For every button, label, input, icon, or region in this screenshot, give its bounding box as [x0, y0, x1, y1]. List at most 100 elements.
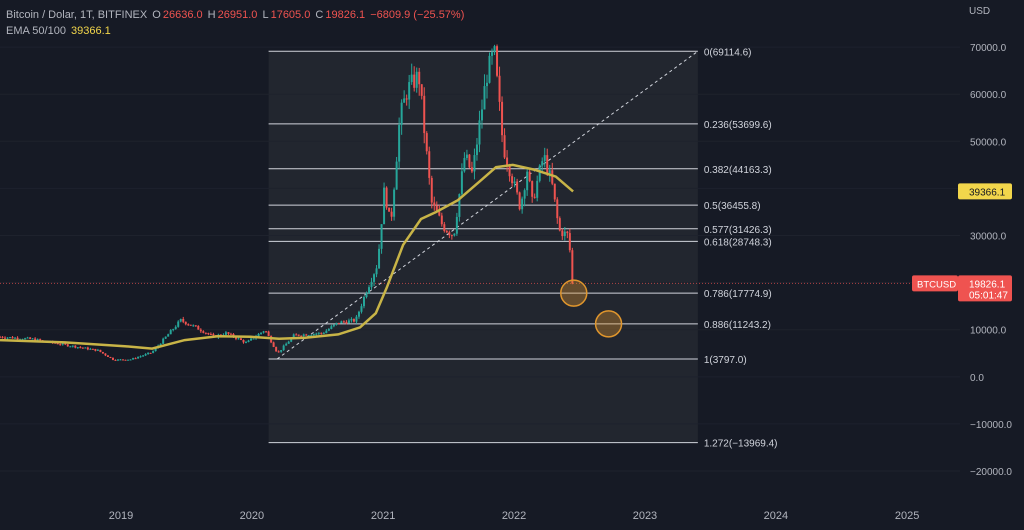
y-tick-label: 50000.0 [970, 137, 1007, 148]
ema-price-tag-text: 39366.1 [969, 187, 1006, 198]
target-circle [560, 279, 588, 307]
candle-body [29, 337, 32, 339]
candle-body [275, 346, 278, 352]
candle-body [64, 343, 67, 345]
candle-body [350, 319, 353, 321]
candle-body [116, 359, 119, 361]
y-tick-label: 0.0 [970, 373, 984, 384]
candle-body [159, 343, 162, 346]
candle-body [265, 331, 268, 333]
candle-body [104, 353, 107, 356]
candle-body [295, 334, 298, 336]
candle-body [212, 334, 215, 336]
candle-body [325, 330, 328, 334]
candle-body [501, 101, 504, 136]
candle-body [352, 319, 355, 322]
candle-body [428, 151, 431, 178]
candle-body [0, 336, 1, 338]
candle-body [362, 297, 365, 307]
fib-level-label: 0.5(36455.8) [704, 201, 761, 212]
candle-body [480, 109, 483, 121]
candle-body [561, 230, 564, 237]
candle-body [111, 357, 114, 360]
candle-body [511, 176, 514, 184]
low-value: 17605.0 [270, 9, 311, 21]
candle-body [292, 334, 295, 339]
candle-body [167, 334, 170, 337]
y-tick-label: 30000.0 [970, 232, 1007, 243]
x-tick-label: 2020 [240, 510, 264, 522]
candle-body [513, 181, 516, 184]
candle-body [84, 347, 87, 349]
candle-body [272, 342, 275, 347]
fib-level-label: 0.577(31426.3) [704, 225, 772, 236]
candle-body [415, 71, 418, 88]
currency-label: USD [969, 6, 991, 17]
fib-level-label: 0(69114.6) [704, 47, 752, 58]
candle-body [443, 224, 446, 232]
candle-body [395, 161, 398, 190]
candle-body [536, 180, 539, 198]
candle-body [468, 154, 471, 168]
candle-body [485, 82, 488, 87]
x-tick-label: 2024 [764, 510, 788, 522]
ema-label: EMA 50/100 [6, 25, 66, 37]
candle-body [388, 207, 391, 212]
candle-body [425, 133, 428, 152]
candle-body [320, 332, 323, 334]
candle-body [496, 46, 499, 76]
candle-body [66, 344, 69, 347]
countdown-text: 05:01:47 [969, 290, 1008, 301]
candle-body [162, 338, 165, 344]
candle-body [290, 338, 293, 342]
candle-body [453, 233, 456, 236]
candle-body [199, 329, 202, 332]
candle-body [508, 165, 511, 177]
candle-body [553, 183, 556, 200]
candle-body [390, 211, 393, 217]
candle-body [558, 218, 561, 231]
candle-body [139, 356, 142, 358]
candle-body [34, 338, 37, 341]
candle-body [172, 329, 175, 331]
fib-trend-line [276, 50, 699, 360]
candle-body [317, 332, 320, 334]
candle-body [521, 198, 524, 210]
fib-level-label: 0.786(17774.9) [704, 289, 772, 300]
candle-body [287, 341, 290, 344]
candle-body [224, 332, 227, 335]
candle-body [383, 187, 386, 225]
candle-body [174, 326, 177, 330]
candle-body [433, 202, 436, 206]
candle-body [385, 187, 388, 208]
candle-body [234, 337, 237, 339]
candle-body [315, 333, 318, 335]
candle-body [335, 322, 338, 325]
candle-body [197, 325, 200, 330]
candle-body [61, 343, 64, 345]
candle-body [132, 358, 135, 360]
candle-body [300, 335, 303, 337]
ema-legend: EMA 50/100 39366.1 [6, 25, 113, 37]
candle-body [245, 342, 248, 344]
x-tick-label: 2025 [895, 510, 919, 522]
x-tick-label: 2019 [109, 510, 133, 522]
candle-body [498, 75, 501, 102]
candle-body [124, 359, 127, 361]
candle-body [543, 155, 546, 162]
chart-legend-ohlc: Bitcoin / Dolar, 1T, BITFINEX O 26636.0 H… [6, 9, 466, 21]
candle-body [503, 135, 506, 158]
candle-body [101, 351, 104, 354]
close-value: 19826.1 [325, 9, 366, 21]
candle-body [548, 170, 551, 174]
candle-body [398, 124, 401, 162]
candle-body [516, 181, 519, 193]
candle-body [31, 338, 34, 340]
candle-body [39, 339, 42, 341]
candle-body [538, 165, 541, 181]
candle-body [473, 155, 476, 172]
candle-body [147, 352, 150, 355]
candle-body [403, 98, 406, 103]
candle-body [368, 287, 371, 294]
